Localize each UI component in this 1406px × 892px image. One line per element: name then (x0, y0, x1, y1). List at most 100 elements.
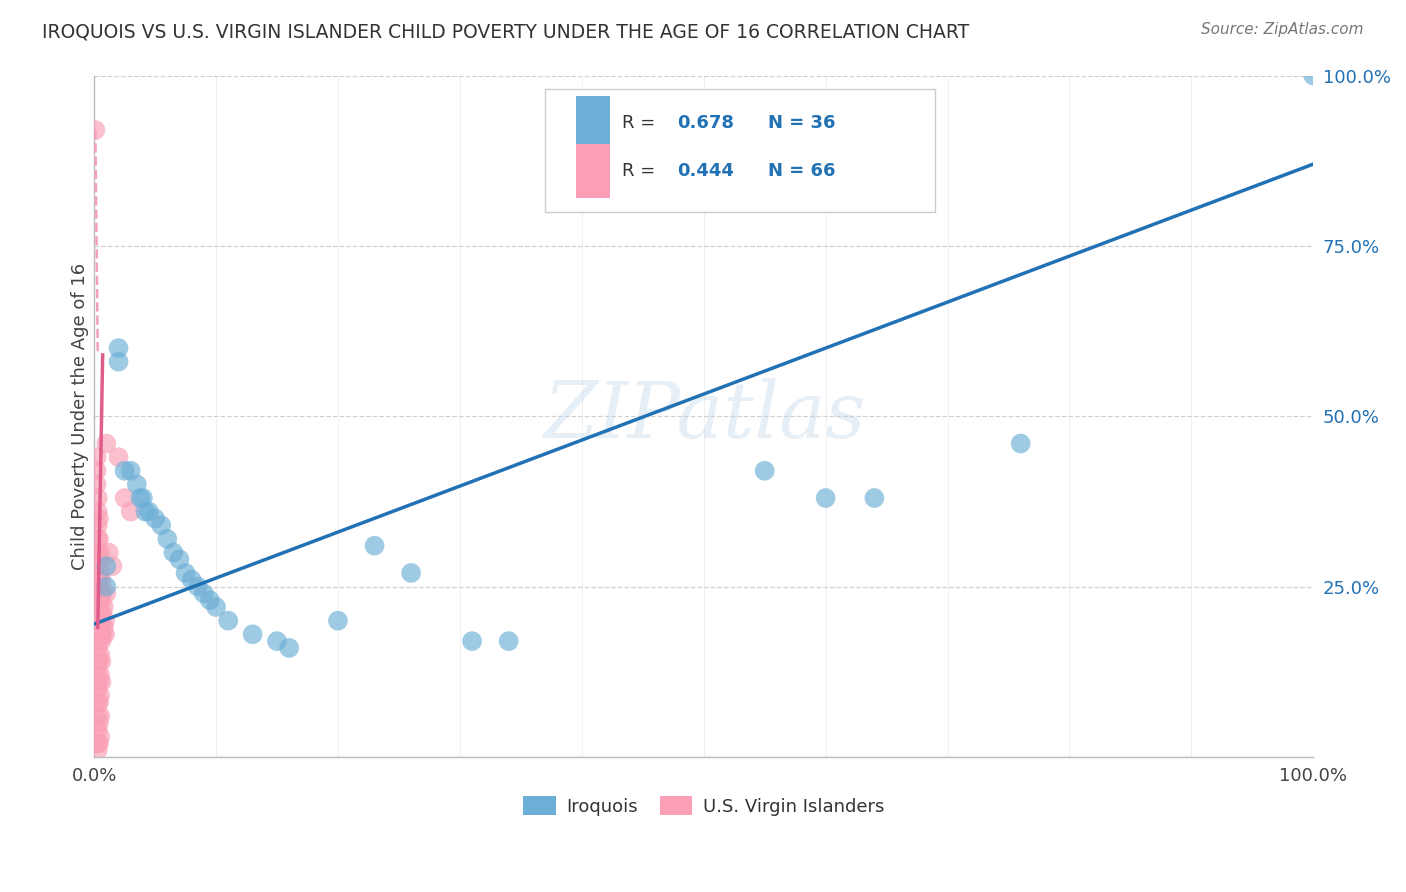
Point (87, 600, 110, 615)
Point (87, 614, 110, 628)
Y-axis label: Child Poverty Under the Age of 16: Child Poverty Under the Age of 16 (72, 262, 89, 570)
Point (180, 573, 202, 587)
Point (87, 573, 110, 587)
Point (90, 655, 112, 669)
Point (87, 614, 110, 628)
Point (89, 689, 111, 703)
Point (87, 552, 110, 566)
Point (91, 607, 114, 621)
Point (96, 580, 118, 594)
Point (461, 634, 484, 648)
Point (87, 723, 110, 737)
Point (138, 505, 160, 519)
Text: R =: R = (621, 162, 661, 180)
Point (863, 491, 886, 505)
Point (754, 464, 776, 478)
Point (193, 586, 215, 600)
Text: 0.444: 0.444 (676, 162, 734, 180)
Point (125, 477, 148, 491)
Point (87, 573, 110, 587)
Point (89, 545, 111, 559)
Text: N = 36: N = 36 (768, 114, 835, 132)
Point (217, 614, 239, 628)
Point (93, 620, 115, 634)
Point (87, 668, 110, 682)
Point (134, 505, 156, 519)
FancyBboxPatch shape (546, 89, 935, 211)
Point (86, 464, 108, 478)
Point (1010, 436, 1032, 450)
Point (96, 586, 118, 600)
Point (87, 532, 110, 546)
Text: R =: R = (621, 114, 661, 132)
Point (87, 695, 110, 709)
Point (89, 627, 111, 641)
Point (169, 552, 191, 566)
Point (101, 559, 124, 574)
Point (87, 627, 110, 641)
Point (89, 648, 111, 662)
Text: 0.678: 0.678 (676, 114, 734, 132)
Point (87, 511, 110, 525)
Point (363, 539, 385, 553)
Point (498, 634, 520, 648)
Legend: Iroquois, U.S. Virgin Islanders: Iroquois, U.S. Virgin Islanders (516, 789, 891, 823)
Point (87, 709, 110, 723)
Point (326, 614, 349, 628)
Point (90, 634, 112, 648)
Point (86, 477, 108, 491)
Point (90, 573, 112, 587)
Point (399, 566, 422, 580)
Point (89, 709, 111, 723)
Point (94, 627, 117, 641)
Point (87, 640, 110, 655)
Point (87, 675, 110, 690)
Point (1302, 69, 1324, 83)
Point (120, 464, 142, 478)
Text: Source: ZipAtlas.com: Source: ZipAtlas.com (1201, 22, 1364, 37)
Point (87, 593, 110, 607)
Point (120, 505, 142, 519)
Point (87, 736, 110, 750)
Text: ZIPatlas: ZIPatlas (543, 378, 865, 454)
Point (266, 634, 288, 648)
Point (143, 511, 166, 525)
Point (150, 518, 173, 533)
Point (87, 545, 110, 559)
Text: IROQUOIS VS U.S. VIRGIN ISLANDER CHILD POVERTY UNDER THE AGE OF 16 CORRELATION C: IROQUOIS VS U.S. VIRGIN ISLANDER CHILD P… (42, 22, 969, 41)
Point (89, 607, 111, 621)
Point (91, 586, 114, 600)
Point (96, 436, 118, 450)
Point (187, 580, 209, 594)
Point (87, 715, 110, 730)
Point (89, 668, 111, 682)
Point (107, 450, 129, 464)
Point (87, 532, 110, 546)
FancyBboxPatch shape (575, 144, 610, 198)
Point (87, 559, 110, 574)
Point (96, 559, 118, 574)
Point (90, 593, 112, 607)
Point (198, 593, 221, 607)
Point (90, 675, 112, 690)
Point (87, 736, 110, 750)
Point (89, 730, 111, 744)
Point (84, 123, 107, 137)
Point (107, 355, 129, 369)
Point (87, 655, 110, 669)
Point (132, 491, 155, 505)
Point (205, 600, 228, 615)
Point (107, 341, 129, 355)
Point (174, 566, 197, 580)
Point (91, 627, 114, 641)
Point (87, 655, 110, 669)
Point (162, 545, 184, 559)
Point (156, 532, 179, 546)
Point (114, 491, 136, 505)
Point (89, 566, 111, 580)
Point (93, 600, 115, 615)
Point (89, 586, 111, 600)
Point (814, 491, 837, 505)
Point (87, 681, 110, 696)
Point (242, 627, 264, 641)
